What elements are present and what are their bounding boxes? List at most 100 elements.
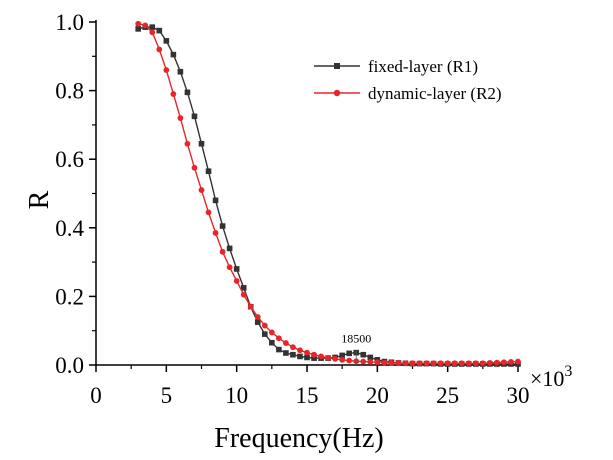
y-tick-label: 0.6 [55, 147, 84, 172]
series-1-point [233, 266, 240, 272]
series-2-point [304, 349, 310, 356]
series-2-point [177, 115, 184, 121]
x-tick-label: 0 [90, 383, 102, 408]
y-tick-label: 0.2 [55, 284, 84, 309]
series-2-point [444, 360, 451, 367]
series-1-point [360, 351, 367, 358]
x-axis-multiplier-base: ×10 [530, 366, 564, 391]
y-axis-label: R [24, 190, 55, 209]
series-1-point [339, 352, 345, 359]
series-2-point [311, 351, 317, 358]
series-1-point [367, 354, 374, 361]
y-tick-label: 0.8 [55, 79, 84, 104]
series-2-point [184, 140, 191, 147]
y-ticks: 0.0 0.2 0.4 0.6 0.8 1.0 [55, 10, 96, 378]
x-tick-label: 10 [225, 383, 248, 408]
series-2-point [423, 360, 430, 367]
legend-marker-1 [334, 63, 340, 69]
series-2-point [290, 344, 296, 351]
series-2-point [416, 360, 423, 367]
series-2-point [472, 360, 479, 367]
x-tick-label: 5 [161, 383, 173, 408]
series-2-point [501, 359, 507, 366]
series-2-point [163, 67, 170, 73]
series-1-point [163, 38, 170, 44]
series-2-point [360, 358, 367, 365]
series-2-point [479, 360, 486, 367]
series-1-point [191, 113, 198, 120]
x-axis-label: Frequency(Hz) [214, 423, 383, 454]
x-ticks: 0 5 10 15 20 25 30 [90, 365, 530, 408]
y-tick-label: 1.0 [55, 10, 84, 35]
series-2-point [325, 354, 331, 361]
series-1-point [346, 350, 352, 357]
annotation-layer: 18500 [341, 332, 371, 365]
series-1-point [304, 354, 310, 361]
x-tick-label: 15 [296, 383, 319, 408]
series-1-point [212, 197, 219, 204]
series-1-point [135, 26, 141, 32]
series-1-point [149, 24, 156, 30]
legend-marker-2 [333, 89, 341, 97]
series-2-point [465, 360, 472, 367]
legend: fixed-layer (R1) dynamic-layer (R2) [314, 57, 502, 103]
series-2-point [261, 322, 268, 329]
series-2-point [339, 356, 346, 363]
series-1-point [177, 68, 184, 75]
series-2-point [226, 264, 233, 271]
series-2-point [409, 360, 416, 367]
series-2-point [156, 46, 163, 53]
x-tick-label: 30 [507, 383, 530, 408]
series-1-point [269, 339, 275, 346]
series-1-point [311, 355, 317, 361]
series-2-point [451, 360, 458, 367]
series-2-point [142, 22, 149, 29]
series-2-point [346, 357, 353, 364]
series-1-point [156, 27, 163, 34]
series-2-point [494, 359, 500, 366]
series-2-point [233, 278, 240, 284]
y-tick-label: 0.0 [55, 353, 84, 378]
x-tick-label: 20 [366, 383, 389, 408]
series-1-point [297, 353, 303, 360]
series-2-point [508, 359, 514, 365]
series-2-point [297, 347, 303, 354]
x-axis-multiplier: ×103 [530, 363, 572, 391]
series-2-point [318, 353, 324, 360]
series-1-point [276, 346, 282, 353]
series-1-point [283, 350, 289, 356]
series-layer [135, 20, 521, 367]
series-2-point [430, 360, 437, 367]
series-1-point [254, 319, 261, 325]
series-1-point [290, 351, 296, 358]
series-2-point [247, 303, 254, 310]
series-2-point [374, 359, 381, 366]
series-2-point [515, 358, 521, 365]
series-2-point [198, 187, 205, 193]
legend-label-1: fixed-layer (R1) [368, 57, 478, 76]
legend-label-2: dynamic-layer (R2) [368, 84, 502, 103]
series-2-point [388, 360, 395, 366]
series-2-point [381, 359, 388, 366]
series-1-point [262, 331, 268, 337]
series-2-point [395, 360, 402, 366]
series-2-point [367, 359, 374, 365]
series-1-point [219, 223, 226, 229]
series-2-point [332, 355, 339, 362]
series-2-point [486, 360, 493, 366]
x-tick-label: 25 [436, 383, 459, 408]
series-2-point [283, 340, 289, 346]
series-1-point [198, 140, 205, 147]
series-2-point [149, 29, 156, 36]
series-2-point [437, 360, 444, 367]
series-2-point [205, 209, 212, 216]
series-2-point [275, 335, 282, 342]
plot-area: 0 5 10 15 20 25 30 0.0 0.2 0.4 0.6 0.8 1.0 18500 [55, 10, 529, 408]
annotation-label: 18500 [341, 332, 371, 346]
series-line-1 [138, 26, 518, 365]
series-2-point [212, 230, 219, 236]
y-tick-label: 0.4 [55, 216, 84, 241]
series-1-point [170, 51, 177, 58]
x-axis-multiplier-exponent: 3 [564, 363, 572, 380]
